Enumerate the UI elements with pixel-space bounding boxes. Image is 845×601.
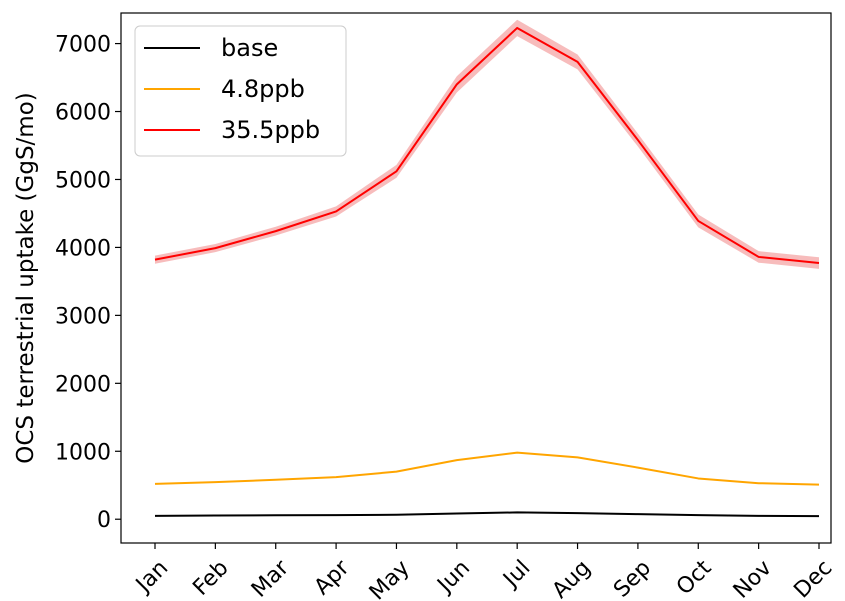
y-axis-ticks: 0 1000 2000 3000 4000 5000 6000 7000 xyxy=(55,33,121,534)
y-tick-label: 4000 xyxy=(55,236,111,261)
x-tick-label: May xyxy=(365,556,415,601)
x-tick-label: Sep xyxy=(609,556,656,601)
y-axis-label: OCS terrestrial uptake (GgS/mo) xyxy=(13,92,39,463)
x-tick-label: Mar xyxy=(247,555,295,601)
legend: base 4.8ppb 35.5ppb xyxy=(135,26,346,156)
x-tick-label: Apr xyxy=(310,555,355,600)
x-tick-label: Aug xyxy=(548,556,596,601)
y-tick-label: 1000 xyxy=(55,440,111,465)
x-tick-label: Dec xyxy=(789,556,837,601)
y-tick-label: 3000 xyxy=(55,304,111,329)
x-tick-label: Jul xyxy=(498,556,536,594)
legend-entry-label: 35.5ppb xyxy=(221,116,320,144)
legend-entry-label: base xyxy=(221,34,278,62)
legend-entry-label: 4.8ppb xyxy=(221,75,305,103)
series-line-4-8ppb xyxy=(155,453,819,485)
y-tick-label: 7000 xyxy=(55,33,111,58)
y-tick-label: 5000 xyxy=(55,168,111,193)
x-tick-label: Jun xyxy=(432,556,475,599)
y-tick-label: 2000 xyxy=(55,372,111,397)
x-tick-label: Nov xyxy=(729,556,777,601)
x-tick-label: Jan xyxy=(130,556,173,599)
y-tick-label: 6000 xyxy=(55,101,111,126)
x-tick-label: Feb xyxy=(188,556,233,601)
y-tick-label: 0 xyxy=(97,508,111,533)
series-line-base xyxy=(155,512,819,516)
x-axis-ticks: Jan Feb Mar Apr May Jun Jul Aug Sep Oct Nov Dec xyxy=(130,543,837,601)
x-tick-label: Oct xyxy=(672,555,717,600)
